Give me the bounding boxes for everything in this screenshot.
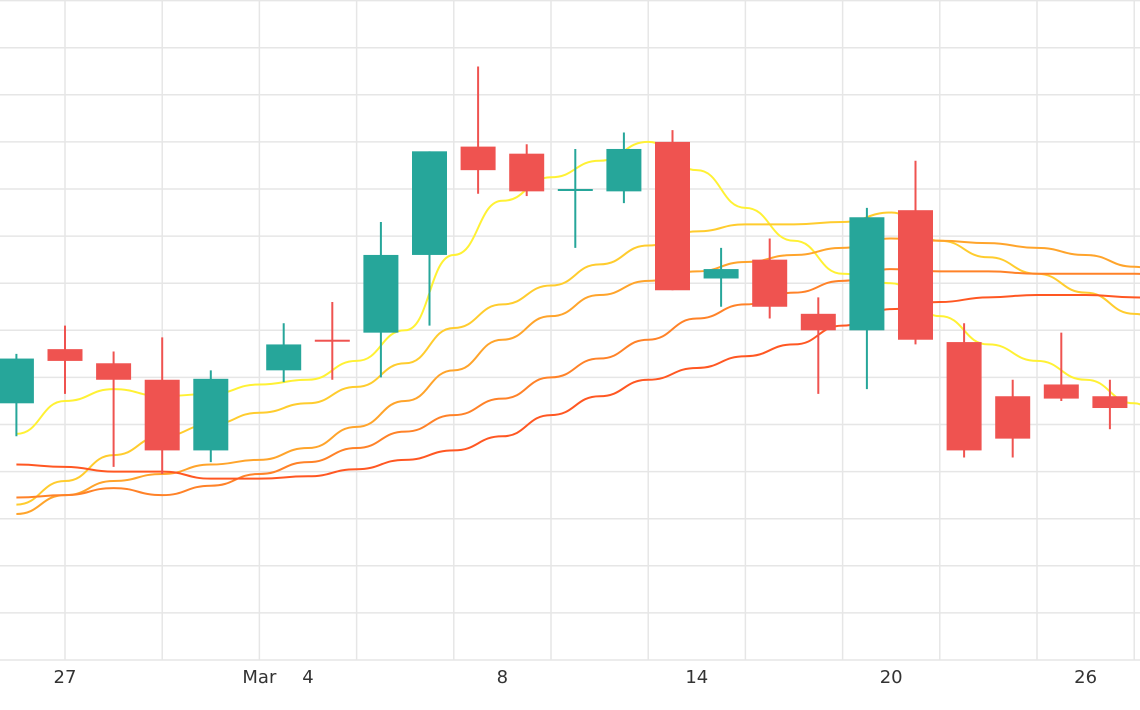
candle (606, 132, 642, 204)
candle (1043, 332, 1079, 401)
candle-body (995, 396, 1031, 439)
candle-body (898, 210, 933, 340)
candle-body (412, 151, 447, 255)
x-tick-label: 8 (497, 667, 508, 688)
candle-body (509, 153, 545, 192)
candle-body (849, 217, 885, 331)
candle (266, 323, 302, 383)
candle-body (47, 349, 83, 361)
candle-body (1092, 396, 1128, 409)
x-tick-label: 4 (302, 667, 313, 688)
candle (995, 379, 1031, 458)
candle-body (800, 313, 836, 331)
candle (314, 302, 350, 380)
candle-body (1043, 384, 1079, 399)
candle-body (752, 259, 788, 307)
x-tick-label: 27 (54, 667, 77, 688)
x-tick-label: 14 (685, 667, 708, 688)
candle (0, 353, 34, 437)
candle-body (460, 146, 496, 171)
candle (1092, 379, 1128, 430)
candle (460, 66, 496, 194)
candle (96, 351, 132, 467)
candle (144, 337, 180, 474)
candle (412, 151, 447, 326)
candle-body (96, 363, 132, 380)
candle-body (0, 358, 34, 404)
candle-body (557, 189, 593, 191)
candle-body (193, 378, 229, 451)
candle (47, 325, 83, 394)
x-tick-label: 20 (880, 667, 903, 688)
candle-body (314, 339, 350, 342)
candle (363, 221, 399, 378)
moving-average-line (16, 237, 1140, 515)
x-tick-label: 26 (1074, 667, 1097, 688)
candle (655, 130, 690, 291)
candle-body (946, 342, 982, 451)
candle-body (363, 254, 399, 333)
candle (946, 323, 982, 458)
candle-body (144, 379, 180, 451)
candles (0, 66, 1128, 474)
x-axis: 27 Mar 4 8 14 20 26 (54, 667, 1098, 688)
candle (193, 370, 229, 463)
candle (752, 238, 788, 319)
x-tick-label: Mar (242, 667, 277, 688)
candle (557, 148, 593, 248)
candle (849, 207, 885, 390)
moving-average-line (16, 268, 1140, 499)
candle (898, 160, 933, 345)
candle-body (266, 344, 302, 371)
candle-body (606, 148, 642, 192)
candle-body (655, 141, 690, 291)
candle (509, 144, 545, 197)
moving-average-line (16, 293, 1140, 480)
candle (703, 247, 739, 307)
candle (800, 297, 836, 394)
candle-body (703, 269, 739, 279)
